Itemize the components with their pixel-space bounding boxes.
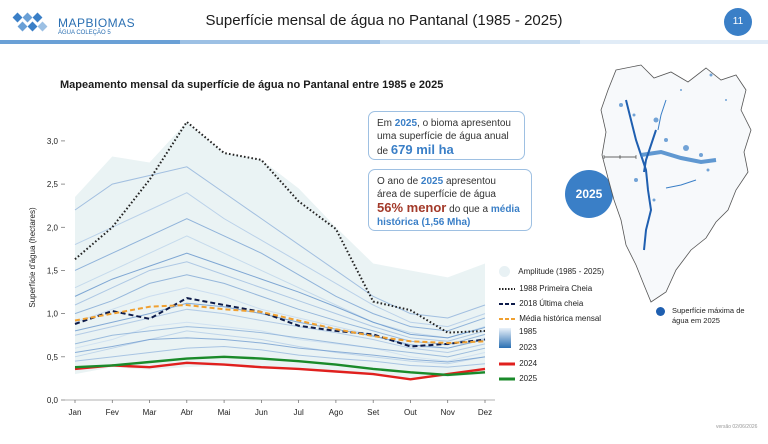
- callout2-text-c: área de superfície de água: [377, 189, 496, 200]
- legend-amplitude: Amplitude (1985 - 2025): [499, 266, 604, 277]
- x-tick-label: Mar: [143, 408, 157, 417]
- legend-gradient-bottom: 2023: [519, 343, 537, 352]
- header-bar-segment: [580, 40, 768, 44]
- callout2-year: 2025: [420, 176, 444, 187]
- pantanal-map: [600, 64, 752, 303]
- version-label: versão 02/06/2026: [716, 424, 758, 430]
- logo-text: MAPBIOMAS: [58, 16, 136, 30]
- header-bar-segment: [0, 40, 180, 44]
- pantanal-outline: [600, 64, 752, 303]
- header-bar-segment: [180, 40, 380, 44]
- y-axis-label: Superfície d'água (hectares): [28, 207, 37, 308]
- historical-year-line: [74, 235, 486, 339]
- callout1-text-d: de: [377, 146, 391, 157]
- y-tick-label: 0,5: [47, 353, 59, 362]
- callout1-text-c: uma superfície de água anual: [377, 131, 509, 142]
- series-line-2025: [74, 355, 486, 377]
- legend-first-flood-label: 1988 Primeira Cheia: [519, 284, 593, 294]
- x-tick-label: Jun: [255, 408, 268, 417]
- mapbiomas-logo[interactable]: MAPBIOMAS ÁGUA COLEÇÃO 5: [12, 10, 135, 36]
- water-tributary: [640, 149, 717, 165]
- water-main-river: [625, 99, 653, 251]
- series-line-média-histórica-mensal: [74, 303, 486, 345]
- callout1-value: 679 mil ha: [390, 142, 454, 157]
- legend-2024-label: 2024: [519, 359, 538, 369]
- legend-dotted-swatch: [499, 287, 515, 290]
- water-surface-chart: 0,0 0,5 1,0 1,5 2,0 2,5 3,0 Jan Fev Mar Abr Mai Jun J…: [28, 120, 495, 417]
- y-tick-label: 2,5: [47, 180, 59, 189]
- callout2-mean-a: média: [490, 204, 520, 215]
- historical-year-line: [74, 308, 486, 354]
- header-bar-segment: [380, 40, 580, 44]
- historical-year-line: [74, 345, 486, 368]
- page-title: Superfície mensal de água no Pantanal (1…: [205, 12, 563, 29]
- legend-last-flood-label: 2018 Última cheia: [519, 299, 584, 309]
- water-tributary: [643, 129, 657, 173]
- callout1-text-a: Em: [377, 118, 395, 129]
- map-scale-bar: [603, 155, 637, 159]
- legend-gradient-top: 1985: [519, 327, 537, 336]
- x-tick-label: Mai: [218, 408, 231, 417]
- callout1-year: 2025: [394, 118, 418, 129]
- legend-2024: 2024: [499, 359, 537, 368]
- logo-mark-icon: [12, 12, 48, 32]
- logo-subtext: ÁGUA COLEÇÃO 5: [58, 30, 111, 36]
- chart-title: Mapeamento mensal da superfície de água …: [60, 79, 444, 91]
- map-legend: Superfície máxima de água em 2025: [656, 306, 756, 326]
- water-patches: [619, 73, 727, 202]
- y-tick-label: 1,0: [47, 310, 59, 319]
- y-tick-label: 2,0: [47, 223, 59, 232]
- y-tick-label: 1,5: [47, 266, 59, 275]
- callout1-text-b: , o bioma apresentou: [417, 118, 511, 129]
- callout2-percent: 56% menor: [377, 200, 447, 215]
- series-line-2018-última-cheia: [74, 297, 486, 348]
- series-line-1988-primeira-cheia: [74, 120, 486, 334]
- legend-green-swatch: [499, 377, 515, 381]
- legend-2025: 2025: [499, 374, 537, 383]
- header: MAPBIOMAS ÁGUA COLEÇÃO 5 Superfície mens…: [0, 0, 768, 44]
- legend-last-flood: 2018 Última cheia: [499, 299, 583, 308]
- series-line-2024: [74, 361, 486, 381]
- map-legend-label: Superfície máxima de água em 2025: [672, 306, 745, 325]
- legend-mean: Média histórica mensal: [499, 314, 601, 323]
- year-badge: 2025: [565, 170, 613, 218]
- legend-amplitude-label: Amplitude (1985 - 2025): [518, 267, 605, 276]
- legend-orange-dashed-swatch: [499, 317, 515, 320]
- legend-navy-dashed-swatch: [499, 302, 515, 305]
- historical-year-line: [74, 261, 486, 342]
- legend-first-flood: 1988 Primeira Cheia: [499, 284, 592, 293]
- x-tick-label: Nov: [441, 408, 455, 417]
- water-tributary: [657, 99, 667, 131]
- page-number-badge: 11: [724, 8, 752, 36]
- legend-amplitude-swatch: [499, 266, 510, 277]
- historical-year-line: [74, 252, 486, 339]
- callout2-text-b: apresentou: [443, 176, 496, 187]
- callout2-text-d: do que a: [446, 204, 491, 215]
- x-tick-label: Out: [404, 408, 418, 417]
- legend-2025-label: 2025: [519, 374, 538, 384]
- y-tick-label: 3,0: [47, 137, 59, 146]
- x-tick-label: Set: [367, 408, 380, 417]
- header-color-bar: [0, 40, 768, 44]
- x-tick-label: Jan: [69, 408, 82, 417]
- historical-year-line: [74, 192, 486, 328]
- annual-surface-callout: Em 2025, o bioma apresentou uma superfíc…: [368, 111, 525, 160]
- historical-year-line: [74, 218, 486, 332]
- x-tick-label: Fev: [106, 408, 119, 417]
- water-tributary: [665, 179, 697, 189]
- x-tick-label: Dez: [478, 408, 492, 417]
- x-tick-label: Abr: [181, 408, 194, 417]
- historical-year-line: [74, 326, 486, 358]
- legend-red-swatch: [499, 362, 515, 366]
- comparison-callout: O ano de 2025 apresentou área de superfí…: [368, 169, 532, 231]
- callout2-mean-b: histórica (1,56 Mha): [377, 217, 471, 228]
- map-legend-dot: [656, 307, 665, 316]
- y-tick-label: 0,0: [47, 396, 59, 405]
- callout2-text-a: O ano de: [377, 176, 421, 187]
- historical-year-line: [74, 337, 486, 363]
- legend-gradient-swatch: [499, 328, 511, 348]
- x-tick-label: Ago: [329, 408, 344, 417]
- x-tick-label: Jul: [294, 408, 304, 417]
- legend-mean-label: Média histórica mensal: [519, 314, 602, 324]
